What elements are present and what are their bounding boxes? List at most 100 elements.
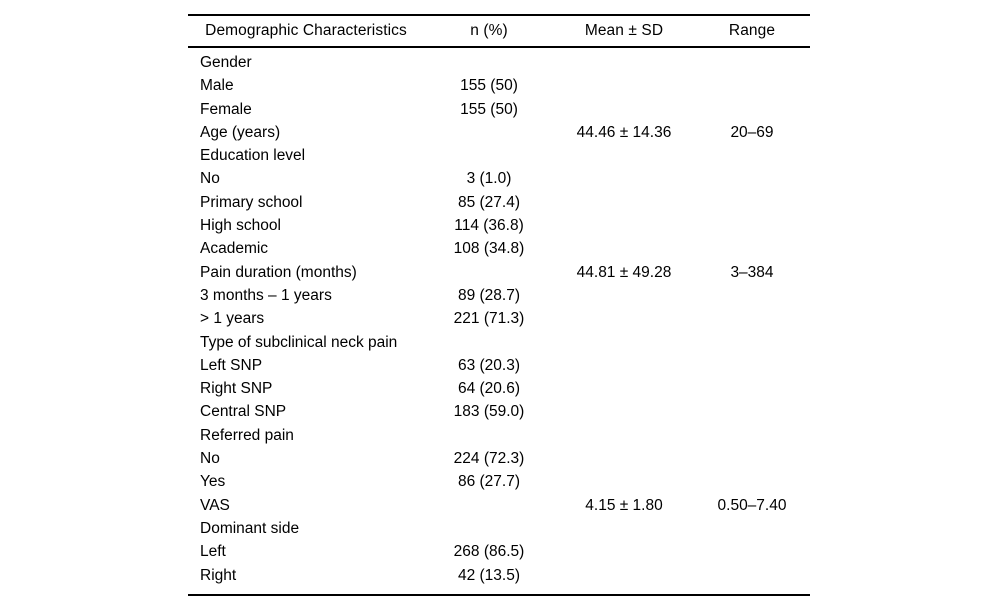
table-row: Central SNP 183 (59.0) [188,400,810,423]
n-percent-cell [424,517,554,540]
n-percent-cell [424,494,554,517]
table-row: Left SNP 63 (20.3) [188,354,810,377]
row-label-cell: Male [200,77,234,95]
n-percent-cell: 86 (27.7) [457,473,521,491]
range-cell [694,540,810,563]
mean-sd-cell [554,564,694,595]
demographics-table: Demographic Characteristics n (%) Mean ±… [188,14,810,596]
row-label-cell: High school [200,217,281,235]
range-cell: 20–69 [730,123,774,141]
mean-sd-cell [554,144,694,167]
n-percent-cell: 183 (59.0) [453,403,525,421]
range-cell [694,237,810,260]
row-label-cell: Education level [200,147,306,165]
table-row: Referred pain [188,424,810,447]
n-percent-cell: 224 (72.3) [453,450,525,468]
row-label-cell: Primary school [200,193,303,211]
header-n-percent: n (%) [424,15,554,48]
n-percent-cell [424,144,554,167]
table-row: > 1 years 221 (71.3) [188,307,810,330]
row-label-cell: 3 months – 1 years [200,286,332,304]
table-row: Right SNP 64 (20.6) [188,377,810,400]
mean-sd-cell [554,354,694,377]
n-percent-cell [424,424,554,447]
range-cell [694,470,810,493]
row-label-cell: Left [200,543,226,561]
range-cell [694,284,810,307]
table-row: 3 months – 1 years 89 (28.7) [188,284,810,307]
table-header: Demographic Characteristics n (%) Mean ±… [188,15,810,48]
n-percent-cell: 114 (36.8) [454,217,524,235]
range-cell [694,47,810,74]
range-cell [694,400,810,423]
row-label-cell: Dominant side [200,519,300,537]
mean-sd-cell: 44.46 ± 14.36 [576,123,672,141]
n-percent-cell: 221 (71.3) [453,310,525,328]
n-percent-cell: 155 (50) [460,77,518,95]
row-label-cell: Right SNP [200,380,273,398]
mean-sd-cell: 4.15 ± 1.80 [585,496,663,514]
mean-sd-cell [554,47,694,74]
n-percent-cell [424,47,554,74]
demographics-table-container: Demographic Characteristics n (%) Mean ±… [188,14,810,596]
table-row: Pain duration (months) 44.81 ± 49.28 3–384 [188,261,810,284]
mean-sd-cell [554,74,694,97]
row-label-cell: Type of subclinical neck pain [200,333,398,351]
range-cell [694,214,810,237]
n-percent-cell: 85 (27.4) [457,193,521,211]
range-cell [694,167,810,190]
range-cell [694,564,810,595]
mean-sd-cell [554,517,694,540]
mean-sd-cell [554,400,694,423]
mean-sd-cell [554,214,694,237]
table-row: Gender [188,47,810,74]
table-row: Yes 86 (27.7) [188,470,810,493]
n-percent-cell [424,261,554,284]
table-row: Education level [188,144,810,167]
table-row: Female 155 (50) [188,98,810,121]
mean-sd-cell [554,307,694,330]
table-body: Gender Male 155 (50) Female 155 (50) Age (yea… [188,47,810,595]
range-cell [694,144,810,167]
mean-sd-cell [554,447,694,470]
n-percent-cell [424,331,554,354]
range-cell [694,424,810,447]
table-row: No 3 (1.0) [188,167,810,190]
range-cell [694,377,810,400]
row-label-cell: Yes [200,473,226,491]
row-label-cell: Central SNP [200,403,287,421]
row-label-cell: Gender [200,54,252,71]
range-cell [694,191,810,214]
header-row: Demographic Characteristics n (%) Mean ±… [188,15,810,48]
range-cell [694,74,810,97]
table-row: Right 42 (13.5) [188,564,810,595]
mean-sd-cell [554,167,694,190]
row-label-cell: VAS [200,496,230,514]
table-row: Dominant side [188,517,810,540]
row-label-cell: Right [200,566,237,584]
mean-sd-cell [554,540,694,563]
header-mean-sd: Mean ± SD [554,15,694,48]
row-label-cell: No [200,170,220,188]
table-row: Age (years) 44.46 ± 14.36 20–69 [188,121,810,144]
table-row: VAS 4.15 ± 1.80 0.50–7.40 [188,494,810,517]
mean-sd-cell [554,377,694,400]
row-label-cell: Female [200,100,252,118]
range-cell [694,447,810,470]
row-label-cell: Referred pain [200,426,294,444]
row-label-cell: Left SNP [200,356,263,374]
table-row: Type of subclinical neck pain [188,331,810,354]
table-row: Left 268 (86.5) [188,540,810,563]
n-percent-cell: 3 (1.0) [466,170,512,188]
n-percent-cell: 155 (50) [460,100,518,118]
row-label-cell: Age (years) [200,123,281,141]
n-percent-cell: 268 (86.5) [453,543,525,561]
table-row: No 224 (72.3) [188,447,810,470]
row-label-cell: No [200,450,220,468]
mean-sd-cell [554,237,694,260]
table-row: Academic 108 (34.8) [188,237,810,260]
range-cell [694,331,810,354]
range-cell [694,354,810,377]
mean-sd-cell [554,191,694,214]
